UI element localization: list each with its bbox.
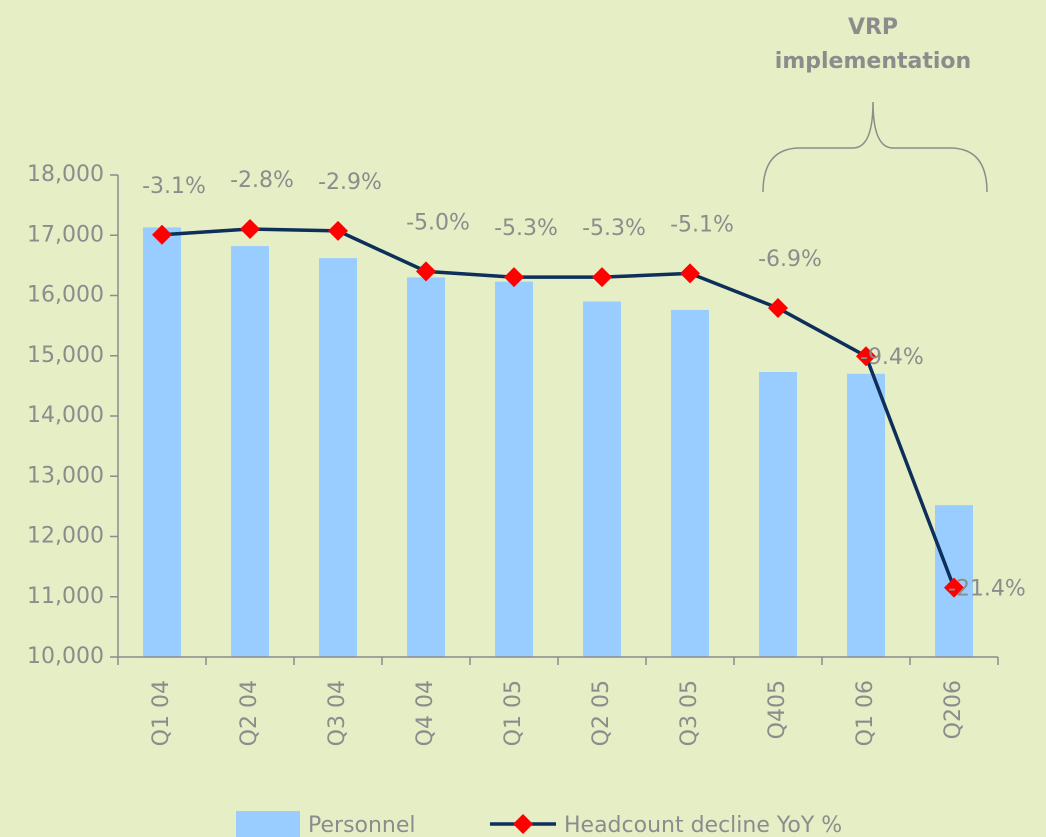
- y-tick-label: 12,000: [27, 524, 104, 549]
- bar: [759, 372, 797, 657]
- x-tick-label: Q2 05: [589, 680, 614, 746]
- annotation: implementation: [775, 49, 971, 74]
- bar: [143, 227, 181, 658]
- marker: [768, 298, 788, 319]
- marker: [592, 267, 612, 288]
- x-tick-label: Q405: [765, 680, 790, 739]
- data-label: -5.0%: [406, 210, 470, 235]
- data-label: -9.4%: [860, 345, 924, 370]
- marker: [328, 220, 348, 241]
- x-tick-label: Q1 05: [501, 680, 526, 746]
- data-label: -5.3%: [582, 216, 646, 241]
- y-tick-label: 14,000: [27, 403, 104, 428]
- legend-label: Personnel: [308, 813, 416, 837]
- legend-marker: [513, 814, 533, 834]
- marker: [680, 263, 700, 284]
- x-tick-label: Q2 04: [237, 680, 262, 746]
- annotation: VRP: [848, 15, 898, 40]
- brace: [762, 101, 988, 193]
- data-label: -3.1%: [142, 174, 206, 199]
- bar: [671, 309, 709, 657]
- line: [161, 227, 956, 589]
- legend-label: Headcount decline YoY %: [564, 813, 842, 837]
- data-label: -5.3%: [494, 216, 558, 241]
- bar: [847, 373, 885, 657]
- x-tick-label: Q4 04: [413, 680, 438, 746]
- data-label: -2.9%: [318, 170, 382, 195]
- marker: [416, 261, 436, 282]
- y-tick-label: 15,000: [27, 343, 104, 368]
- bar: [583, 301, 621, 657]
- data-label: -5.1%: [670, 212, 734, 237]
- marker: [856, 346, 876, 367]
- bar: [495, 281, 533, 657]
- y-tick-label: 11,000: [27, 584, 104, 609]
- legend-swatch: [236, 811, 300, 837]
- y-tick-label: 10,000: [27, 644, 104, 669]
- x-tick-label: Q1 04: [149, 680, 174, 746]
- marker: [240, 218, 260, 239]
- x-tick-label: Q3 04: [325, 680, 350, 746]
- bar: [319, 258, 357, 657]
- y-tick-label: 18,000: [27, 162, 104, 187]
- data-label: -21.4%: [948, 577, 1026, 602]
- y-tick-label: 16,000: [27, 283, 104, 308]
- data-label: -6.9%: [758, 247, 822, 272]
- bar: [407, 277, 445, 657]
- marker: [504, 267, 524, 288]
- x-tick-label: Q3 05: [677, 680, 702, 746]
- data-label: -2.8%: [230, 168, 294, 193]
- bar: [231, 246, 269, 657]
- marker: [152, 224, 172, 245]
- y-tick-label: 17,000: [27, 222, 104, 247]
- y-tick-label: 13,000: [27, 463, 104, 488]
- x-tick-label: Q1 06: [853, 680, 878, 746]
- x-tick-label: Q206: [941, 680, 966, 739]
- marker: [944, 577, 964, 598]
